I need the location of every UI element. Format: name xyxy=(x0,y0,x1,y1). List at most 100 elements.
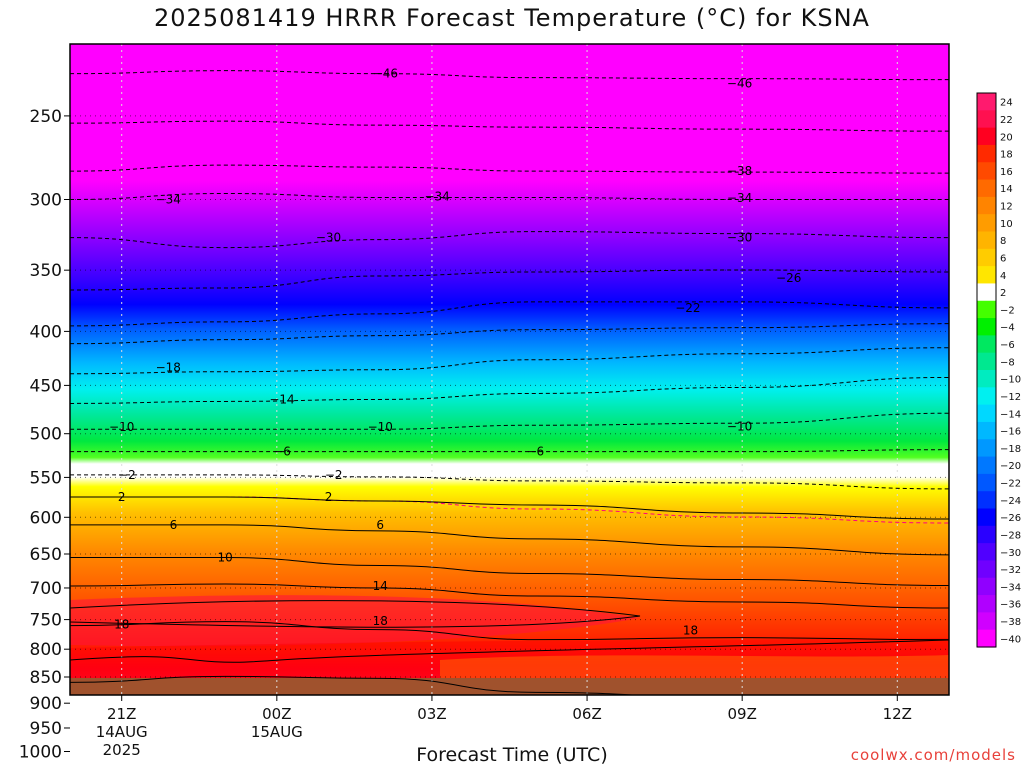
contour-label: −18 xyxy=(156,361,181,375)
colorbar-label: 18 xyxy=(1000,150,1013,161)
credit-text: coolwx.com/models xyxy=(850,746,1016,764)
isotherm-line xyxy=(70,639,949,663)
colorbar-label: −2 xyxy=(1000,305,1015,316)
isotherm-line xyxy=(70,496,949,520)
contour-label: 10 xyxy=(217,551,232,565)
colorbar-swatch xyxy=(977,179,996,198)
contour-label: −30 xyxy=(727,231,752,245)
colorbar-swatch xyxy=(977,318,996,336)
y-tick-label: 750 xyxy=(30,611,62,631)
y-tick-label: 700 xyxy=(30,579,62,599)
isotherm-line xyxy=(70,474,949,490)
colorbar-swatch xyxy=(977,404,996,423)
colorbar-swatch xyxy=(977,629,996,648)
colorbar-swatch xyxy=(977,473,996,492)
contour-label: 14 xyxy=(373,579,388,593)
colorbar-swatch xyxy=(977,231,996,250)
warm-core-shading xyxy=(70,595,640,647)
colorbar-label: 4 xyxy=(1000,271,1006,282)
colorbar-label: −38 xyxy=(1000,617,1021,628)
colorbar-label: −18 xyxy=(1000,444,1021,455)
contour-label: −46 xyxy=(373,67,398,81)
low-level-cool-shading xyxy=(440,655,949,680)
colorbar-label: −22 xyxy=(1000,479,1021,490)
colorbar-swatch xyxy=(977,300,996,319)
x-tick-date: 14AUG xyxy=(96,723,148,741)
contour-label: 6 xyxy=(170,518,178,532)
colorbar-label: −20 xyxy=(1000,461,1021,472)
colorbar-label: 12 xyxy=(1000,202,1013,213)
contour-label: −10 xyxy=(727,419,752,433)
colorbar-swatch xyxy=(977,266,996,285)
isotherm-line xyxy=(70,583,949,609)
contour-label: −2 xyxy=(118,468,136,482)
contour-label: 2 xyxy=(325,490,333,504)
colorbar-label: −4 xyxy=(1000,323,1015,334)
colorbar-swatch xyxy=(977,508,996,527)
isotherm-labels: −46−46−38−34 −34 −34−30 −30−26−22−18−14−10−… xyxy=(109,67,801,638)
colorbar-label: −12 xyxy=(1000,392,1021,403)
y-tick-label: 650 xyxy=(30,545,62,565)
y-tick-label: 300 xyxy=(30,190,62,210)
contour-label: 2 xyxy=(118,490,126,504)
x-axis-label: Forecast Time (UTC) xyxy=(416,744,608,766)
contour-label: −10 xyxy=(109,420,134,434)
contour-label: 6 xyxy=(376,518,384,532)
colorbar-swatch xyxy=(977,283,996,302)
isotherm-line xyxy=(70,323,949,345)
colorbar-label: 8 xyxy=(1000,236,1006,247)
colorbar-label: −30 xyxy=(1000,548,1021,559)
x-tick-label: 00Z xyxy=(262,705,291,723)
contour-label: −10 xyxy=(368,420,393,434)
colorbar-swatch xyxy=(977,248,996,267)
y-axis-ticks: 250 300 350 400 450 500 550 600 650 700 750 800 850 9… xyxy=(19,107,70,763)
contour-label: −14 xyxy=(269,392,294,406)
colorbar-swatch xyxy=(977,387,996,406)
colorbar-swatch xyxy=(977,456,996,475)
contour-label: −26 xyxy=(776,271,801,285)
colorbar-swatch xyxy=(977,560,996,579)
contour-label: −34 xyxy=(156,192,181,206)
colorbar-swatch xyxy=(977,214,996,233)
colorbar-label: −36 xyxy=(1000,600,1021,611)
x-tick-year: 2025 xyxy=(103,741,141,759)
colorbar-swatch xyxy=(977,595,996,613)
contour-label: 18 xyxy=(373,614,388,628)
y-tick-label: 850 xyxy=(30,668,62,688)
y-tick-label: 1000 xyxy=(19,743,62,763)
colorbar-swatch xyxy=(977,110,996,129)
colorbar-label: −34 xyxy=(1000,582,1021,593)
colorbar-swatch xyxy=(977,439,996,458)
isotherm-line xyxy=(70,675,642,695)
colorbar-label: 2 xyxy=(1000,288,1006,299)
colorbar-swatch xyxy=(977,93,996,111)
colorbar-swatch xyxy=(977,335,996,354)
chart-title: 2025081419 HRRR Forecast Temperature (°C… xyxy=(154,4,870,32)
x-tick-label: 03Z xyxy=(417,705,446,723)
isotherm-line xyxy=(70,449,949,453)
x-tick-date: 15AUG xyxy=(251,723,303,741)
y-tick-label: 400 xyxy=(30,322,62,342)
y-tick-label: 250 xyxy=(30,107,62,127)
isotherm-line xyxy=(70,412,949,430)
colorbar-swatch xyxy=(977,612,996,631)
x-tick-label: 21Z xyxy=(107,705,136,723)
isotherm-line xyxy=(70,120,949,132)
colorbar-label: 14 xyxy=(1000,184,1013,195)
x-tick-label: 12Z xyxy=(883,705,912,723)
colorbar: 24 22 20 18 16 14 12 10 8 6 4 2 −2 −4 −6 −8 −10 −12 −14 −16… xyxy=(976,92,1021,648)
contour-label: 18 xyxy=(683,623,698,637)
colorbar-swatch xyxy=(977,196,996,215)
isotherm-line xyxy=(70,192,949,200)
colorbar-label: 20 xyxy=(1000,132,1013,143)
isotherm-line xyxy=(70,301,949,327)
colorbar-label: −6 xyxy=(1000,340,1015,351)
x-tick-label: 09Z xyxy=(727,705,756,723)
temperature-field xyxy=(70,44,949,695)
isotherm-line xyxy=(70,231,949,249)
contour-label: −46 xyxy=(727,77,752,91)
x-tick-label: 06Z xyxy=(572,705,601,723)
isotherm-line xyxy=(70,269,949,291)
colorbar-label: −10 xyxy=(1000,375,1021,386)
